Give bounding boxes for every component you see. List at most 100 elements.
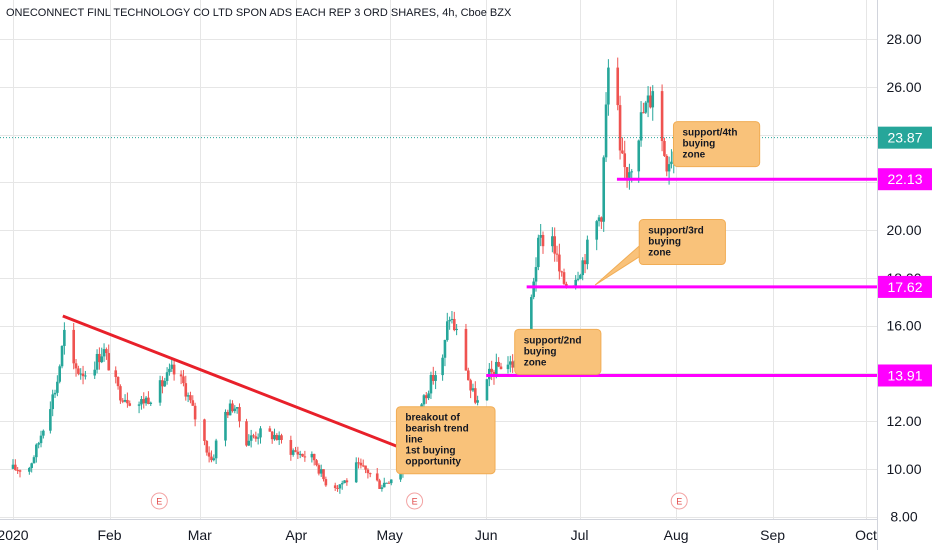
candle-body bbox=[497, 361, 500, 367]
candle-body bbox=[35, 444, 38, 458]
candle-body bbox=[618, 105, 622, 151]
candle bbox=[539, 223, 542, 247]
candle bbox=[354, 457, 358, 483]
candle-body bbox=[364, 465, 367, 470]
candle bbox=[616, 57, 620, 111]
candle bbox=[506, 356, 510, 374]
candle bbox=[11, 459, 15, 470]
x-tick-label: Aug bbox=[664, 527, 689, 543]
candle bbox=[623, 140, 627, 180]
callout-text: buying bbox=[682, 139, 715, 150]
candle bbox=[343, 480, 346, 484]
candle-body bbox=[95, 353, 99, 370]
candle-body bbox=[119, 386, 122, 401]
earnings-marker: E bbox=[406, 492, 424, 510]
candle-body bbox=[189, 395, 192, 401]
candle bbox=[322, 469, 325, 482]
candle bbox=[212, 454, 216, 462]
candle bbox=[79, 368, 83, 380]
candle-body bbox=[30, 463, 33, 468]
candle-body bbox=[126, 399, 129, 404]
candle-body bbox=[93, 369, 97, 376]
candle-body bbox=[168, 368, 171, 373]
candle bbox=[296, 446, 300, 460]
candle-body bbox=[163, 380, 167, 387]
candle-body bbox=[630, 171, 634, 173]
candle bbox=[231, 400, 234, 413]
candle-body bbox=[315, 460, 318, 466]
candle bbox=[144, 395, 148, 406]
candle-body bbox=[586, 239, 589, 265]
candle bbox=[179, 370, 183, 385]
candle bbox=[77, 365, 80, 376]
candle-body bbox=[361, 465, 365, 467]
candle bbox=[119, 384, 122, 404]
candle-body bbox=[663, 141, 666, 156]
candle bbox=[469, 378, 472, 399]
candle bbox=[628, 163, 631, 190]
candle bbox=[137, 401, 141, 414]
candle-body bbox=[235, 407, 239, 409]
candle-body bbox=[214, 440, 218, 459]
candle-body bbox=[357, 462, 360, 464]
candle-body bbox=[245, 421, 248, 446]
candle-body bbox=[338, 484, 342, 489]
candle bbox=[607, 59, 610, 116]
candle bbox=[431, 366, 435, 385]
candle-body bbox=[670, 161, 673, 165]
candle bbox=[107, 344, 111, 371]
candle-body bbox=[14, 464, 17, 470]
callout-text: buying bbox=[648, 237, 681, 248]
candle-body bbox=[39, 435, 43, 444]
candle-body bbox=[172, 364, 176, 375]
candle-body bbox=[205, 440, 209, 453]
candle-body bbox=[499, 366, 503, 370]
candle bbox=[51, 389, 54, 417]
candle-body bbox=[58, 366, 61, 382]
candle-body bbox=[100, 356, 104, 363]
candle bbox=[583, 254, 587, 274]
callout-text: buying bbox=[524, 346, 557, 357]
candle bbox=[123, 394, 127, 403]
candle bbox=[189, 391, 192, 404]
x-tick-label: Oct bbox=[855, 527, 877, 543]
candle-body bbox=[259, 428, 262, 438]
candle bbox=[315, 458, 318, 467]
candle bbox=[602, 155, 606, 232]
candle-body bbox=[574, 279, 577, 287]
candle-body bbox=[340, 483, 344, 485]
candle-body bbox=[224, 411, 227, 441]
support-price-tag-text: 22.13 bbox=[887, 171, 922, 187]
candle-body bbox=[354, 462, 358, 483]
candle bbox=[375, 467, 379, 482]
candle bbox=[621, 137, 624, 154]
candle-body bbox=[79, 373, 83, 375]
candle bbox=[576, 271, 580, 282]
candle bbox=[268, 425, 272, 432]
candle-body bbox=[422, 395, 426, 405]
candle-body bbox=[495, 361, 498, 377]
candle-body bbox=[121, 400, 125, 402]
candle bbox=[324, 476, 328, 487]
candle-body bbox=[203, 419, 206, 441]
candle bbox=[81, 365, 85, 385]
candle bbox=[184, 375, 188, 401]
candle bbox=[474, 381, 477, 405]
candle bbox=[56, 375, 59, 397]
candle-body bbox=[170, 364, 174, 369]
candle bbox=[424, 392, 428, 404]
earnings-marker: E bbox=[670, 492, 688, 510]
support-price-tag-bg bbox=[878, 364, 932, 387]
candle bbox=[291, 448, 295, 457]
candle-body bbox=[509, 361, 512, 365]
candle-body bbox=[534, 267, 538, 282]
time-axis[interactable]: 2020 Feb Mar Apr May Jun Jul Aug Sep Oct bbox=[0, 527, 877, 543]
candle bbox=[382, 477, 386, 488]
candle-body bbox=[651, 91, 655, 108]
candle bbox=[637, 139, 641, 183]
